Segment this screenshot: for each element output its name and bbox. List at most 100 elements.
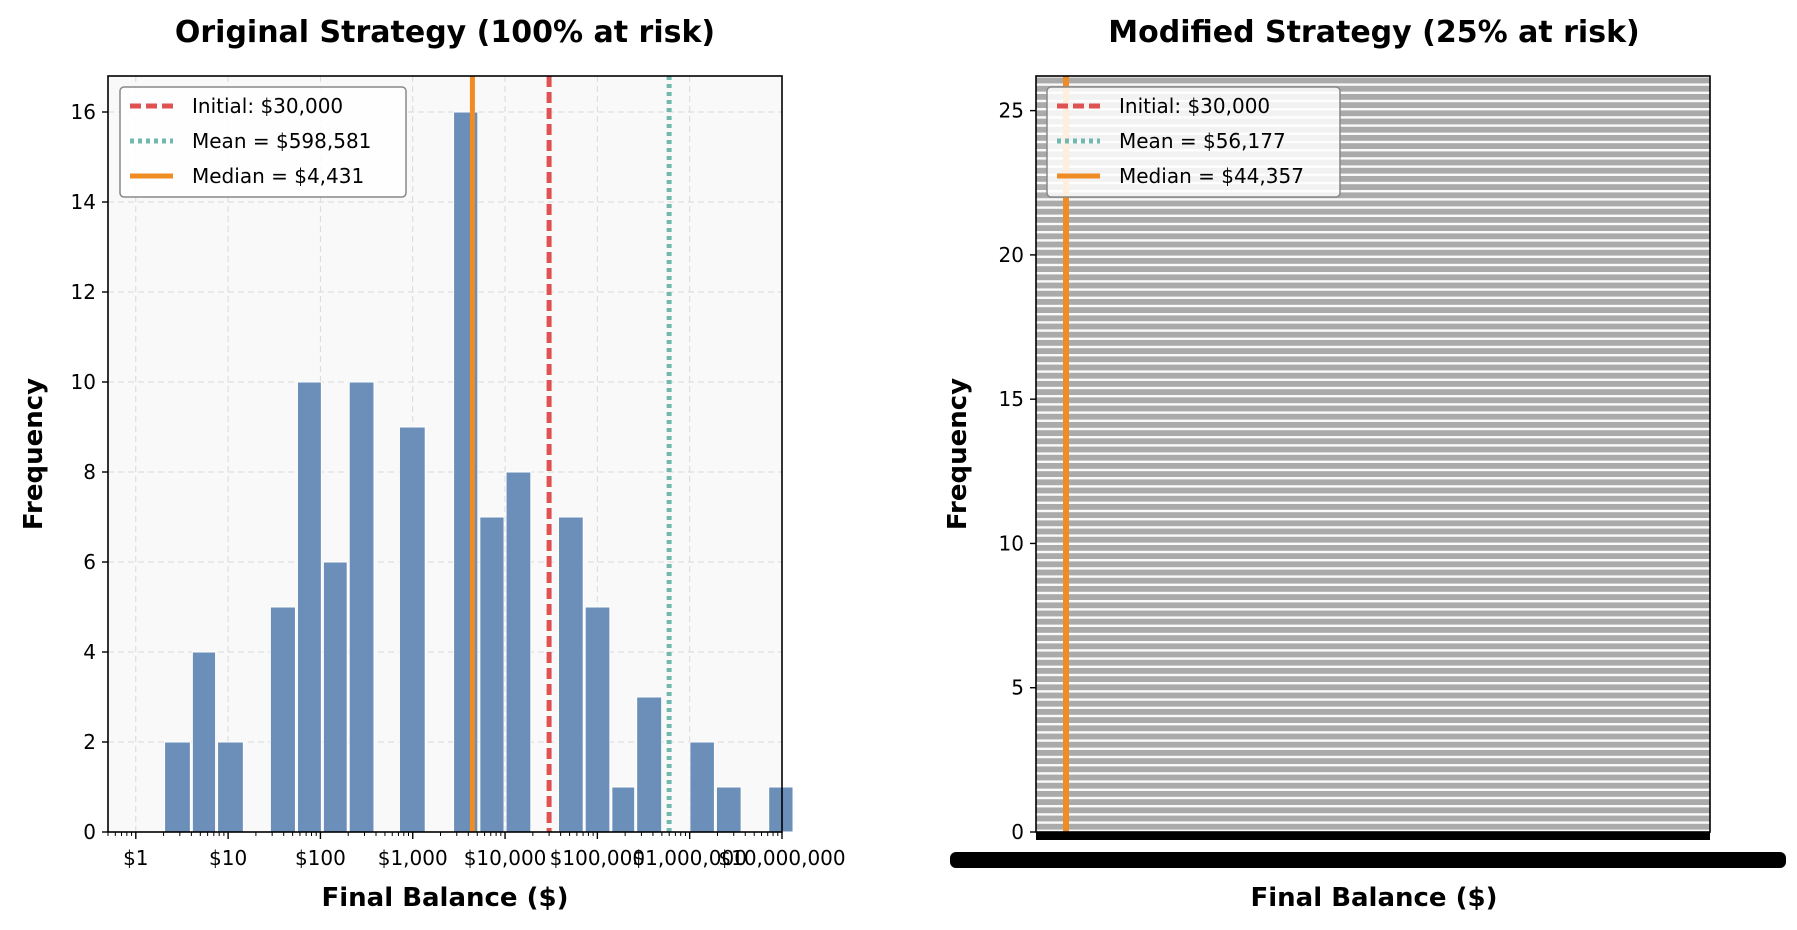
right-bar-stripe xyxy=(1036,258,1710,264)
left-x-axis-label: Final Balance ($) xyxy=(322,883,569,913)
right-bar-stripe xyxy=(1036,774,1710,781)
right-bar-stripe xyxy=(1036,528,1710,535)
left-legend-mean-label: Mean = $598,581 xyxy=(192,129,371,153)
right-bar-stripe xyxy=(1036,577,1710,584)
left-histogram-bar xyxy=(689,741,715,833)
right-legend-box xyxy=(1046,86,1341,198)
right-bar-stripe xyxy=(1036,709,1710,715)
left-chart: Original Strategy (100% at risk) 0 2 4 6 8 10… xyxy=(19,15,846,913)
right-legend: Initial: $30,000 Mean = $56,177 Median =… xyxy=(1046,86,1341,198)
right-bar-stripe xyxy=(1036,266,1710,272)
right-bar-stripe xyxy=(1036,561,1710,568)
left-x-tick-label: $100 xyxy=(295,846,346,870)
right-bar-stripe xyxy=(1036,454,1710,461)
right-bar-stripe xyxy=(1036,479,1710,486)
right-legend-initial-label: Initial: $30,000 xyxy=(1119,94,1270,118)
right-bar-stripe xyxy=(1036,766,1710,773)
right-bar-stripe xyxy=(1036,110,1710,117)
left-histogram-bar xyxy=(479,516,505,833)
right-bar-stripe xyxy=(1036,446,1710,453)
right-x-tick-labels-overlap xyxy=(950,852,1786,868)
right-chart-title: Modified Strategy (25% at risk) xyxy=(1108,15,1639,50)
right-bar-stripe xyxy=(1036,135,1710,141)
right-bar-stripe xyxy=(1036,594,1710,600)
left-histogram-bar xyxy=(348,381,375,833)
left-histogram-bar xyxy=(164,741,191,833)
left-histogram-bar xyxy=(398,426,426,833)
left-y-tick-label: 16 xyxy=(71,100,96,124)
left-x-tick-label: $1,000 xyxy=(378,846,448,870)
right-bar-stripe xyxy=(1036,520,1710,527)
right-bar-stripe xyxy=(1036,77,1710,84)
right-bar-stripe xyxy=(1036,159,1710,166)
right-bar-stripe xyxy=(1036,430,1710,436)
right-bar-stripe xyxy=(1036,725,1710,732)
left-plot-frame xyxy=(107,75,783,833)
right-bar-stripe xyxy=(1036,192,1710,199)
right-bar-stripe xyxy=(1036,118,1710,125)
right-y-tick-label: 15 xyxy=(999,387,1024,411)
right-bar-stripe xyxy=(1036,618,1710,625)
right-bar-stripe xyxy=(1036,225,1710,231)
right-bar-stripe xyxy=(1036,364,1710,371)
right-bar-stripe xyxy=(1036,627,1710,633)
right-x-axis-label: Final Balance ($) xyxy=(1251,883,1498,913)
right-bar-stripe xyxy=(1036,200,1710,207)
right-bar-stripe xyxy=(1036,586,1710,592)
left-histogram-bar xyxy=(505,471,532,833)
right-bar-stripe xyxy=(1036,315,1710,322)
right-bar-stripe xyxy=(1036,676,1710,682)
right-bar-stripe xyxy=(1036,668,1710,674)
right-bar-stripe xyxy=(1036,659,1710,666)
right-bar-stripe xyxy=(1036,413,1710,420)
left-reference-lines xyxy=(469,76,672,832)
left-x-tick-label: $10,000,000 xyxy=(718,846,845,870)
right-bar-stripe xyxy=(1036,405,1710,412)
right-bar-stripe xyxy=(1036,700,1710,707)
right-bar-stripe xyxy=(1036,381,1710,387)
right-bar-stripe xyxy=(1036,643,1710,650)
right-bar-stripe xyxy=(1036,126,1710,133)
right-bar-stripe xyxy=(1036,741,1710,748)
right-bar-stripe xyxy=(1036,299,1710,305)
right-bar-stripe xyxy=(1036,340,1710,346)
left-x-tick-label: $100,000 xyxy=(550,846,645,870)
right-y-tick-label: 5 xyxy=(1011,676,1024,700)
left-x-tick-label: $10 xyxy=(209,846,247,870)
right-bar-stripe xyxy=(1036,504,1710,510)
left-y-tick-label: 2 xyxy=(83,730,96,754)
right-bar-stripe xyxy=(1036,750,1710,756)
right-bar-stripe xyxy=(1036,241,1710,248)
left-histogram-bar xyxy=(191,651,217,833)
right-bar-stripe xyxy=(1036,356,1710,363)
right-bar-stripe xyxy=(1036,799,1710,805)
right-bar-stripe xyxy=(1036,463,1710,469)
right-bar-stripe xyxy=(1036,487,1710,494)
right-bar-stripe xyxy=(1036,438,1710,445)
right-bar-stripe xyxy=(1036,167,1710,174)
right-bar-stripe xyxy=(1036,758,1710,764)
right-bar-stripe xyxy=(1036,512,1710,518)
right-bar-stripe xyxy=(1036,807,1710,814)
right-y-tick-label: 0 xyxy=(1011,820,1024,844)
right-bar-stripe xyxy=(1036,274,1710,281)
right-chart: Modified Strategy (25% at risk) 0 5 10 15 20… xyxy=(943,15,1786,913)
left-x-ticks: $1 $10 $100 $1,000 $10,000 $100,000$1,000,000… xyxy=(107,832,846,870)
right-bar-stripe xyxy=(1036,782,1710,789)
right-bar-stripe xyxy=(1036,389,1710,395)
right-bar-stripe xyxy=(1036,102,1710,108)
left-x-tick-label: $1,000,000 xyxy=(632,846,747,870)
left-histogram-bar xyxy=(296,381,322,833)
right-bar-stripe xyxy=(1036,635,1710,641)
right-bar-stripe xyxy=(1036,323,1710,330)
right-bar-stripe xyxy=(1036,143,1710,149)
left-legend-median-label: Median = $4,431 xyxy=(192,164,364,188)
right-x-tick-marks xyxy=(1036,832,1710,840)
left-histogram-bar xyxy=(558,516,584,833)
right-bar-stripe xyxy=(1036,495,1710,502)
left-histogram-bar xyxy=(322,561,348,833)
right-bar-stripe xyxy=(1036,249,1710,256)
left-histogram-bar xyxy=(715,786,742,833)
left-y-tick-label: 14 xyxy=(71,190,96,214)
